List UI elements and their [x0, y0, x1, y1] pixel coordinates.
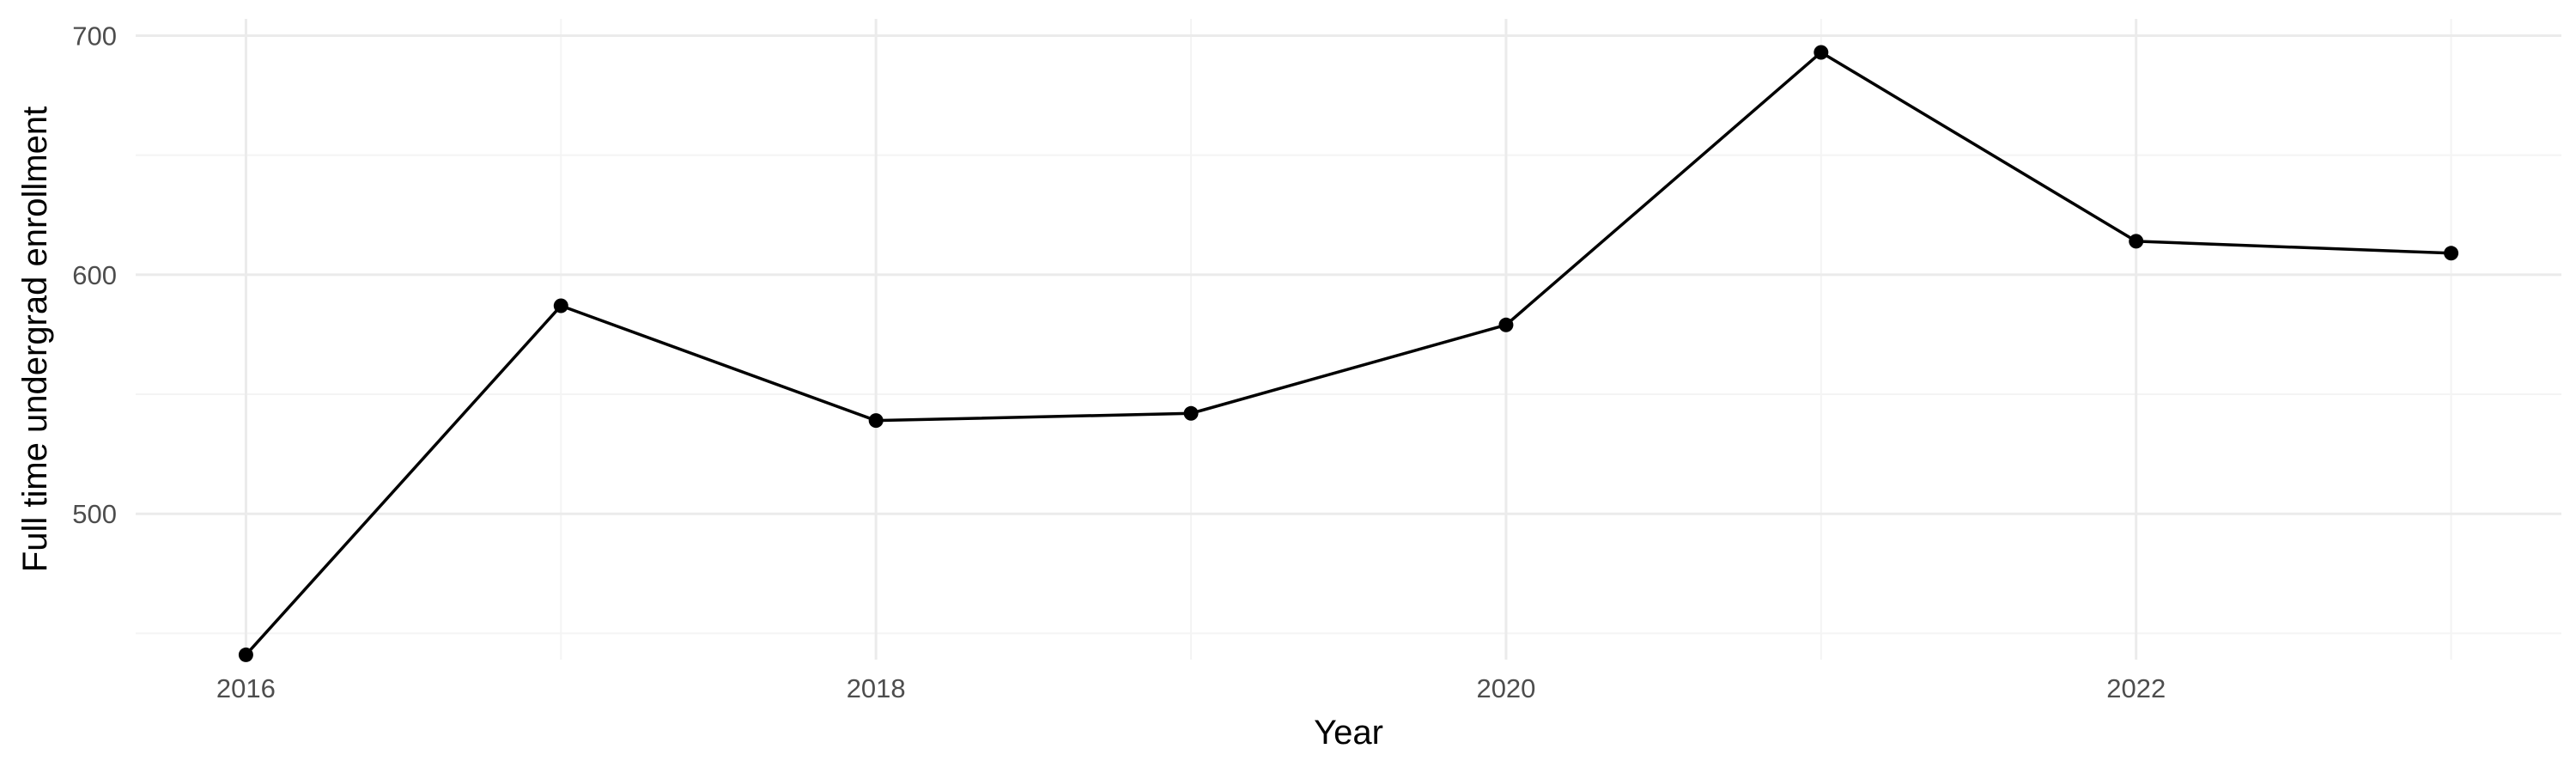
data-point: [1814, 45, 1829, 60]
x-axis-ticks: 2016 2018 2020 2022: [216, 673, 2166, 703]
data-point: [553, 298, 568, 313]
major-grid: [136, 19, 2561, 660]
data-point: [868, 413, 884, 429]
x-tick-label: 2016: [216, 673, 276, 703]
data-point: [1498, 317, 1514, 332]
x-tick-label: 2022: [2106, 673, 2166, 703]
x-axis-title: Year: [1314, 714, 1383, 752]
data-point: [1183, 405, 1199, 421]
y-axis-title: Full time undergrad enrollment: [16, 107, 54, 572]
x-tick-label: 2020: [1476, 673, 1535, 703]
series-layer: [238, 45, 2459, 662]
x-tick-label: 2018: [847, 673, 906, 703]
series-line: [245, 51, 2451, 656]
y-tick-label: 700: [72, 21, 117, 51]
y-tick-label: 600: [72, 260, 117, 290]
data-point: [238, 647, 253, 662]
data-point: [2129, 234, 2144, 249]
data-point: [2444, 246, 2459, 261]
y-tick-label: 500: [72, 499, 117, 529]
y-axis-ticks: 500 600 700: [72, 21, 117, 529]
minor-grid: [136, 19, 2561, 660]
